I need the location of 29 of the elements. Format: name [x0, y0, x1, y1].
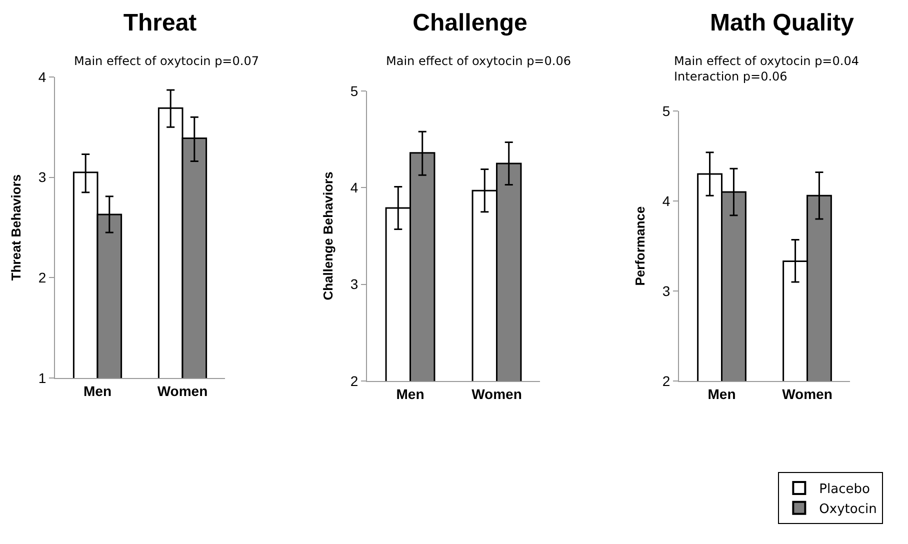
chart-title: Math Quality: [710, 9, 855, 36]
y-tick-label: 3: [662, 282, 670, 299]
y-axis-title: Threat Behaviors: [8, 174, 24, 281]
y-axis-title: Performance: [632, 206, 648, 286]
x-tick-label: Men: [708, 386, 736, 402]
y-tick-label: 3: [38, 169, 46, 186]
chart-title: Challenge: [412, 9, 528, 36]
chart-subtitle: Main effect of oxytocin p=0.07: [74, 54, 259, 68]
y-tick-label: 1: [38, 370, 46, 386]
y-tick-label: 4: [662, 192, 670, 209]
y-axis-title: Challenge Behaviors: [320, 172, 336, 300]
legend-label: Placebo: [819, 482, 870, 498]
x-tick-label: Men: [396, 386, 424, 402]
y-tick-label: 4: [350, 180, 358, 196]
x-tick-label: Women: [157, 382, 208, 399]
chart-subtitle: Main effect of oxytocin p=0.06: [386, 54, 571, 68]
x-tick-label: Men: [84, 382, 112, 399]
y-tick-label: 2: [38, 270, 46, 286]
chart-subtitle: Main effect of oxytocin p=0.04 Interaction p=0.06: [674, 54, 859, 84]
x-tick-label: Women: [472, 386, 522, 402]
y-tick-label: 5: [662, 102, 670, 119]
legend-label: Oxytocin: [819, 502, 877, 517]
x-tick-label: Women: [782, 386, 832, 402]
y-tick-label: 3: [350, 276, 358, 292]
y-tick-label: 4: [38, 68, 46, 85]
y-tick-label: 2: [350, 372, 358, 389]
y-tick-label: 2: [662, 372, 670, 389]
y-tick-label: 5: [350, 82, 358, 99]
chart-title: Threat: [123, 9, 197, 36]
